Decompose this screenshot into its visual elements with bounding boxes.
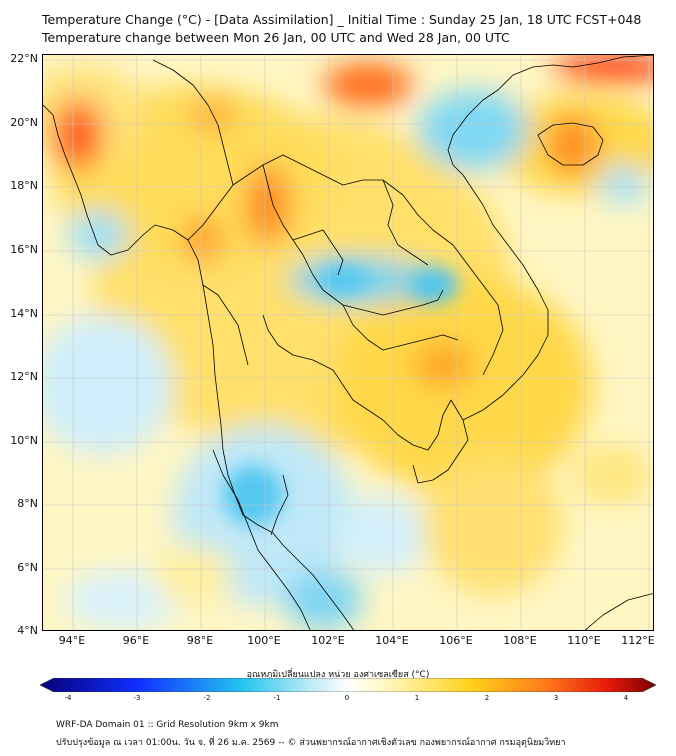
- temperature-change-map[interactable]: [42, 54, 654, 631]
- lat-label: 20°N: [10, 116, 38, 129]
- footer-model-info: WRF-DA Domain 01 :: Grid Resolution 9km …: [56, 720, 279, 730]
- lon-label: 100°E: [247, 634, 281, 647]
- lat-label: 12°N: [10, 370, 38, 383]
- colorbar-tick: 4: [623, 694, 629, 702]
- lon-label: 98°E: [186, 634, 214, 647]
- footer-credit: ปรับปรุงข้อมูล ณ เวลา 01:00น. วัน จ. ที่…: [56, 738, 566, 748]
- chart-title: Temperature Change (°C) - [Data Assimila…: [42, 12, 642, 27]
- lat-label: 14°N: [10, 307, 38, 320]
- colorbar-tick: 1: [414, 694, 420, 702]
- colorbar-tick: -3: [133, 694, 141, 702]
- colorbar-label: อุณหภูมิเปลี่ยนแปลง หน่วย องศาเซลเซียส (…: [246, 670, 430, 680]
- lat-label: 6°N: [17, 561, 38, 574]
- lon-label: 108°E: [503, 634, 537, 647]
- colorbar-tick: 2: [484, 694, 490, 702]
- lon-label: 112°E: [621, 634, 655, 647]
- chart-subtitle: Temperature change between Mon 26 Jan, 0…: [42, 30, 510, 45]
- map-svg: [43, 55, 653, 630]
- lat-label: 8°N: [17, 497, 38, 510]
- lon-label: 102°E: [311, 634, 345, 647]
- colorbar-tick: 0: [344, 694, 350, 702]
- temperature-field: [43, 55, 653, 630]
- coastlines: [43, 55, 653, 630]
- colorbar: [40, 678, 656, 692]
- lon-label: 106°E: [439, 634, 473, 647]
- colorbar-tick: -2: [203, 694, 211, 702]
- lon-label: 104°E: [375, 634, 409, 647]
- lon-label: 110°E: [567, 634, 601, 647]
- lat-label: 4°N: [17, 624, 38, 637]
- lat-label: 18°N: [10, 179, 38, 192]
- lon-label: 96°E: [122, 634, 150, 647]
- lon-label: 94°E: [58, 634, 86, 647]
- lat-label: 22°N: [10, 52, 38, 65]
- colorbar-tick: 3: [553, 694, 559, 702]
- lat-label: 16°N: [10, 243, 38, 256]
- colorbar-tick: -1: [273, 694, 281, 702]
- colorbar-tick: -4: [64, 694, 72, 702]
- graticule: [43, 55, 653, 630]
- lat-label: 10°N: [10, 434, 38, 447]
